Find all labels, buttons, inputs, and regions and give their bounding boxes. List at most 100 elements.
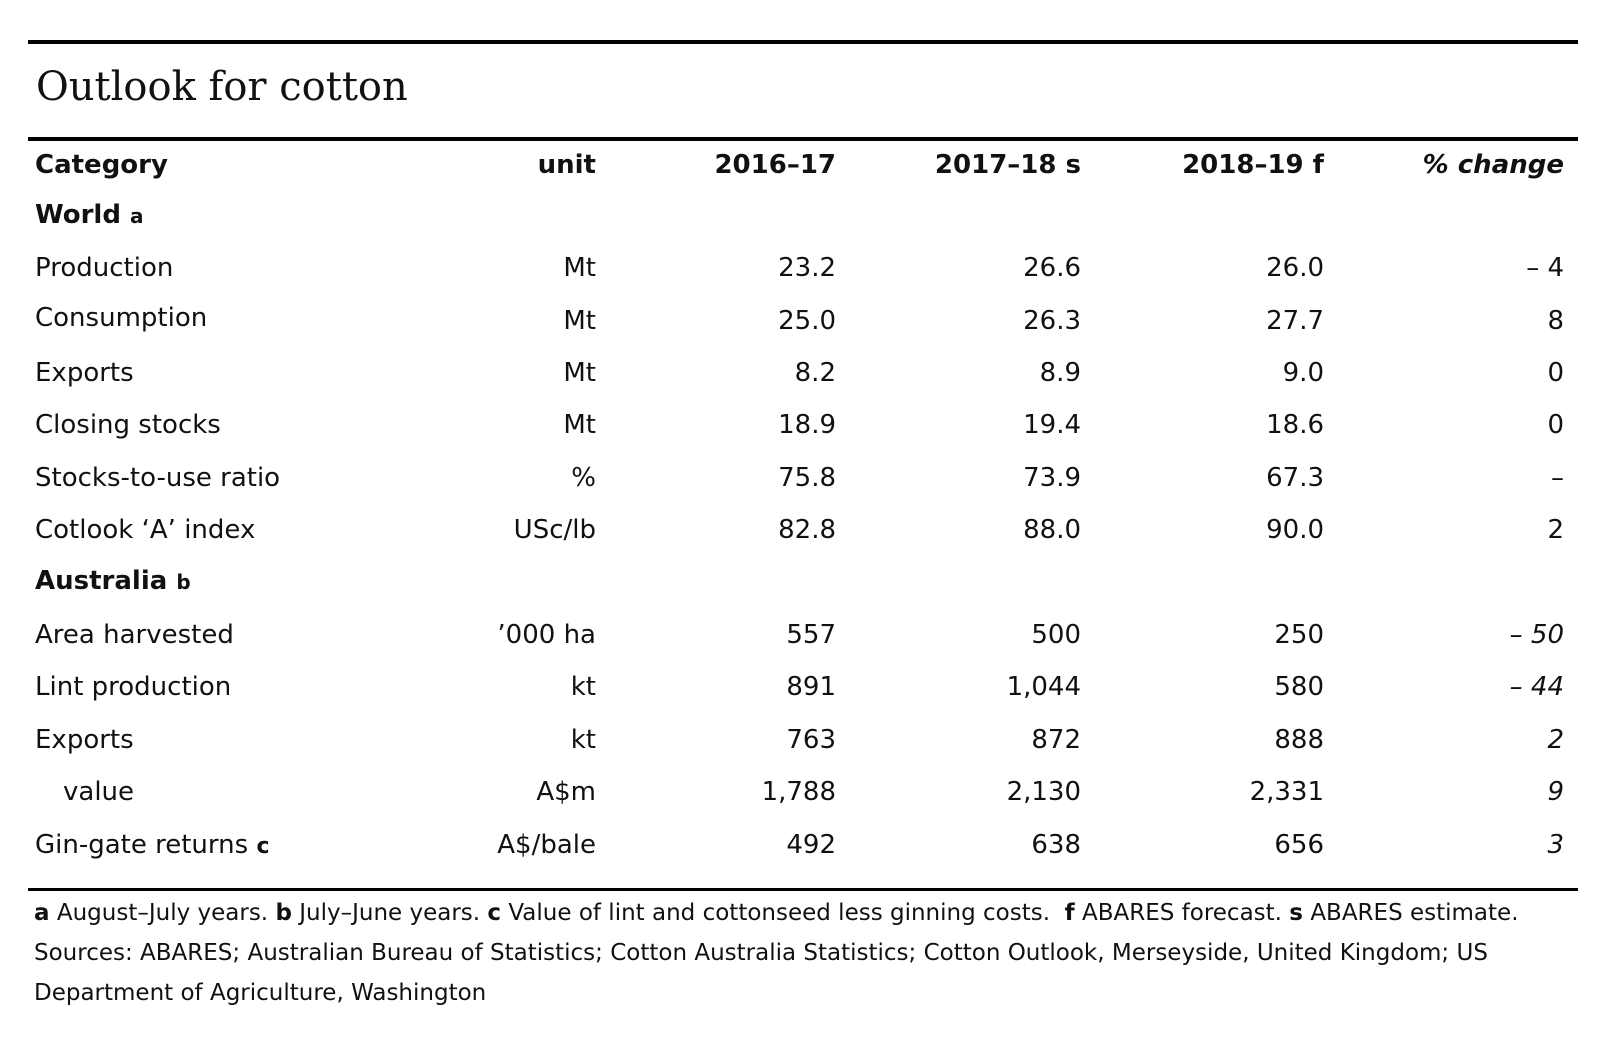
row-category: Exports bbox=[35, 358, 134, 388]
row-unit: A$m bbox=[536, 777, 596, 807]
row-unit: Mt bbox=[563, 358, 596, 388]
table-row: value A$m 1,788 2,130 2,331 9 bbox=[0, 772, 1600, 812]
row-category: Cotlook ‘A’ index bbox=[35, 515, 256, 545]
table-row: Consumption Mt 25.0 26.3 27.7 8 bbox=[0, 298, 1600, 338]
header-2017-18: 2017–18 s bbox=[934, 150, 1081, 180]
footnote-c-mark: c bbox=[487, 900, 502, 926]
row-value-2016-17: 763 bbox=[786, 725, 836, 755]
row-value-2016-17: 75.8 bbox=[778, 463, 836, 493]
section-world-note: a bbox=[130, 204, 144, 228]
table-row: Stocks-to-use ratio % 75.8 73.9 67.3 – bbox=[0, 458, 1600, 498]
table-row: Area harvested ’000 ha 557 500 250 – 50 bbox=[0, 615, 1600, 655]
table-row: Lint production kt 891 1,044 580 – 44 bbox=[0, 667, 1600, 707]
row-category: value bbox=[63, 777, 135, 807]
row-category: Closing stocks bbox=[35, 410, 221, 440]
row-value-2017-18: 500 bbox=[1031, 620, 1081, 650]
row-value-2018-19: 2,331 bbox=[1249, 777, 1324, 807]
header-2016-17: 2016–17 bbox=[714, 150, 836, 180]
row-value-2016-17: 492 bbox=[786, 830, 836, 860]
row-pct-change: 2 bbox=[1547, 515, 1564, 545]
row-value-2018-19: 27.7 bbox=[1266, 306, 1324, 336]
row-value-2017-18: 19.4 bbox=[1023, 410, 1081, 440]
footnote-s-mark: s bbox=[1289, 900, 1303, 926]
footnote-b-mark: b bbox=[275, 900, 292, 926]
row-category: Area harvested bbox=[35, 620, 234, 650]
row-value-2017-18: 2,130 bbox=[1006, 777, 1081, 807]
row-pct-change: 9 bbox=[1547, 777, 1564, 807]
footnote-b-text: July–June years. bbox=[299, 900, 481, 926]
row-value-2017-18: 638 bbox=[1031, 830, 1081, 860]
row-value-2017-18: 26.3 bbox=[1023, 306, 1081, 336]
row-value-2016-17: 891 bbox=[786, 672, 836, 702]
section-world: World a bbox=[0, 195, 1600, 235]
table-row: Gin-gate returns c A$/bale 492 638 656 3 bbox=[0, 825, 1600, 865]
row-category: Stocks-to-use ratio bbox=[35, 463, 281, 493]
footnote-c-text: Value of lint and cottonseed less ginnin… bbox=[508, 900, 1051, 926]
row-value-2016-17: 1,788 bbox=[761, 777, 836, 807]
row-value-2017-18: 26.6 bbox=[1023, 253, 1081, 283]
header-category: Category bbox=[35, 150, 168, 180]
footnotes: a August–July years. b July–June years. … bbox=[34, 893, 1574, 1013]
row-note-mark: c bbox=[256, 834, 270, 859]
row-category: Exports bbox=[35, 725, 134, 755]
footnote-f-text: ABARES forecast. bbox=[1081, 900, 1282, 926]
table-row: Exports kt 763 872 888 2 bbox=[0, 720, 1600, 760]
row-pct-change: 0 bbox=[1547, 358, 1564, 388]
row-category: Gin-gate returns bbox=[35, 830, 249, 860]
section-world-label: World bbox=[35, 200, 121, 230]
footnote-a-mark: a bbox=[34, 900, 50, 926]
row-unit: Mt bbox=[563, 410, 596, 440]
section-australia: Australia b bbox=[0, 561, 1600, 601]
header-rule bbox=[28, 137, 1578, 141]
row-value-2016-17: 82.8 bbox=[778, 515, 836, 545]
table-row: Cotlook ‘A’ index USc/lb 82.8 88.0 90.0 … bbox=[0, 510, 1600, 550]
row-value-2017-18: 88.0 bbox=[1023, 515, 1081, 545]
row-value-2018-19: 656 bbox=[1274, 830, 1324, 860]
footnote-sources-line-2: Department of Agriculture, Washington bbox=[34, 980, 487, 1006]
footnote-f-mark: f bbox=[1064, 900, 1075, 926]
row-unit: A$/bale bbox=[497, 830, 596, 860]
header-2018-19: 2018–19 f bbox=[1182, 150, 1324, 180]
row-unit: kt bbox=[570, 672, 596, 702]
bottom-rule bbox=[28, 888, 1578, 891]
row-unit: USc/lb bbox=[513, 515, 596, 545]
top-rule bbox=[28, 40, 1578, 44]
row-pct-change: 8 bbox=[1547, 306, 1564, 336]
row-value-2016-17: 25.0 bbox=[778, 306, 836, 336]
section-australia-note: b bbox=[176, 570, 191, 594]
row-unit: Mt bbox=[563, 253, 596, 283]
footnote-a-text: August–July years. bbox=[56, 900, 269, 926]
table-row: Exports Mt 8.2 8.9 9.0 0 bbox=[0, 353, 1600, 393]
row-pct-change: – bbox=[1551, 463, 1564, 493]
row-pct-change: – 50 bbox=[1509, 620, 1564, 650]
row-category: Consumption bbox=[35, 303, 208, 333]
row-value-2018-19: 18.6 bbox=[1266, 410, 1324, 440]
row-value-2016-17: 8.2 bbox=[794, 358, 836, 388]
footnote-sources-line-1: Sources: ABARES; Australian Bureau of St… bbox=[34, 940, 1488, 966]
row-value-2016-17: 557 bbox=[786, 620, 836, 650]
row-unit: kt bbox=[570, 725, 596, 755]
footnote-line-definitions: a August–July years. b July–June years. … bbox=[34, 893, 1574, 933]
header-pct-change: % change bbox=[1422, 150, 1564, 180]
row-unit: Mt bbox=[563, 306, 596, 336]
row-value-2018-19: 888 bbox=[1274, 725, 1324, 755]
row-value-2018-19: 90.0 bbox=[1266, 515, 1324, 545]
section-australia-label: Australia bbox=[35, 566, 168, 596]
row-category: Production bbox=[35, 253, 174, 283]
row-pct-change: 3 bbox=[1547, 830, 1564, 860]
row-value-2016-17: 18.9 bbox=[778, 410, 836, 440]
row-pct-change: – 4 bbox=[1526, 253, 1564, 283]
row-value-2017-18: 1,044 bbox=[1006, 672, 1081, 702]
table-row: Closing stocks Mt 18.9 19.4 18.6 0 bbox=[0, 405, 1600, 445]
row-value-2018-19: 9.0 bbox=[1282, 358, 1324, 388]
table-row: Production Mt 23.2 26.6 26.0 – 4 bbox=[0, 248, 1600, 288]
row-category: Lint production bbox=[35, 672, 232, 702]
row-pct-change: 0 bbox=[1547, 410, 1564, 440]
row-unit: ’000 ha bbox=[497, 620, 596, 650]
row-unit: % bbox=[571, 463, 596, 493]
row-value-2017-18: 872 bbox=[1031, 725, 1081, 755]
row-value-2017-18: 8.9 bbox=[1039, 358, 1081, 388]
table-header-row: Category unit 2016–17 2017–18 s 2018–19 … bbox=[0, 145, 1600, 185]
row-value-2017-18: 73.9 bbox=[1023, 463, 1081, 493]
row-value-2018-19: 26.0 bbox=[1266, 253, 1324, 283]
